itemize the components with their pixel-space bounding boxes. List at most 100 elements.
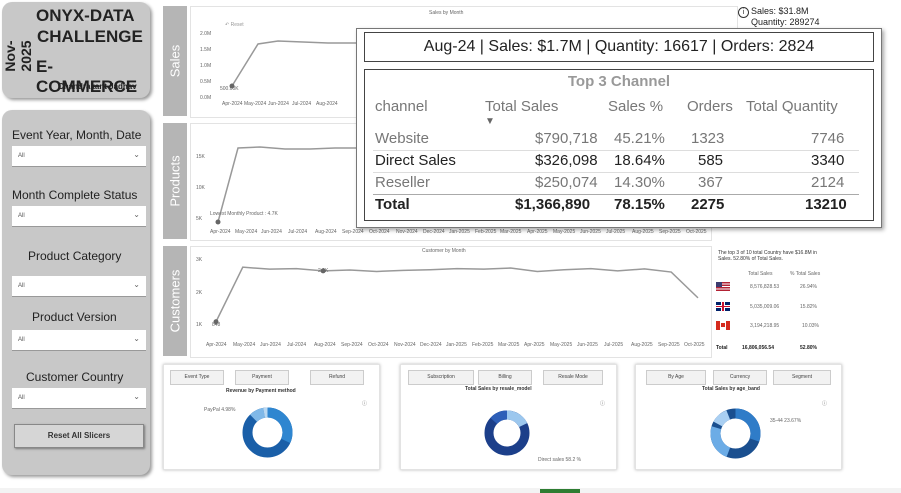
sales-chart-reset[interactable]: ↶ Reset xyxy=(225,22,244,28)
resale-donut-title: Total Sales by resale_model xyxy=(465,386,532,392)
sales-xtick: Jun-2024 xyxy=(268,101,289,107)
customers-chart-title: Customer by Month xyxy=(422,248,466,254)
payment-donut-slice xyxy=(242,407,293,458)
cell-qty: 7746 xyxy=(811,130,845,147)
products-xtick: Dec-2024 xyxy=(423,229,445,235)
chevron-down-icon: ⌄ xyxy=(133,334,140,343)
sales-ytick: 2.0M xyxy=(200,31,212,37)
customers-first-label: 848 xyxy=(212,322,221,328)
customers-line-chart xyxy=(213,266,699,325)
title-line-3: E-COMMERCE xyxy=(36,57,138,96)
tab-payment[interactable]: Payment xyxy=(235,370,289,385)
title-date: Nov-2025 xyxy=(2,40,34,72)
sales-xtick: Jul-2024 xyxy=(292,101,312,107)
country-header-pct: % Total Sales xyxy=(790,271,821,277)
slicer-date[interactable]: All ⌄ xyxy=(12,146,146,167)
resale-donut-label: Direct sales 58.2 % xyxy=(538,457,582,463)
page-indicator[interactable] xyxy=(540,489,580,493)
tab-currency[interactable]: Currency xyxy=(713,370,767,385)
cell-orders: 367 xyxy=(698,174,724,191)
products-xtick: Feb-2025 xyxy=(475,229,497,235)
tab-segment[interactable]: Segment xyxy=(773,370,831,385)
age-donut-slice xyxy=(710,408,761,459)
total-pct: 78.15% xyxy=(614,196,665,213)
customers-xtick: Aug-2024 xyxy=(314,342,336,348)
products-xtick: May-2025 xyxy=(553,229,576,235)
tab-billing[interactable]: Billing xyxy=(478,370,532,385)
us-flag-icon xyxy=(716,282,730,291)
info-icon[interactable]: ⓘ xyxy=(822,401,828,407)
chevron-down-icon: ⌄ xyxy=(133,392,140,401)
customers-xtick: May-2024 xyxy=(233,342,256,348)
products-xtick: Sep-2024 xyxy=(342,229,364,235)
bottom-strip xyxy=(0,488,901,493)
tab-refund[interactable]: Refund xyxy=(310,370,364,385)
products-xtick: Aug-2024 xyxy=(315,229,337,235)
payment-donut xyxy=(242,407,293,458)
payment-donut-title: Revenue by Payment method xyxy=(226,388,296,394)
customers-xtick: Feb-2025 xyxy=(472,342,494,348)
customers-xtick: May-2025 xyxy=(550,342,573,348)
section-label-products: Products xyxy=(163,123,187,239)
tab-by-age[interactable]: By Age xyxy=(646,370,706,385)
sales-line xyxy=(231,40,358,87)
slicer-panel: Event Year, Month, Date All ⌄ Month Compl… xyxy=(2,110,150,475)
products-xtick: Jun-2024 xyxy=(261,229,282,235)
tab-event-type[interactable]: Event Type xyxy=(170,370,224,385)
customers-ytick: 1K xyxy=(196,322,203,328)
products-ytick: 5K xyxy=(196,216,203,222)
slicer-label-month-status: Month Complete Status xyxy=(12,188,138,202)
sales-xtick: Apr-2024 xyxy=(222,101,243,107)
kpi-quantity: Quantity: 289274 xyxy=(751,17,820,27)
info-icon[interactable]: ⓘ xyxy=(362,401,368,407)
sort-desc-icon[interactable]: ▼ xyxy=(485,116,495,127)
customers-xtick: Aug-2025 xyxy=(631,342,653,348)
ca-flag-icon xyxy=(716,321,730,330)
total-sales: $1,366,890 xyxy=(515,196,591,213)
cell-qty: 3340 xyxy=(811,152,845,169)
products-point xyxy=(215,219,221,225)
sales-chart-title: Sales by Month xyxy=(429,10,464,16)
info-icon[interactable]: i xyxy=(738,7,749,18)
customers-xtick: Jul-2024 xyxy=(287,342,307,348)
payment-donut-label: PayPal 4.98% xyxy=(204,407,236,413)
products-xtick: Apr-2024 xyxy=(210,229,231,235)
customers-xtick: Nov-2024 xyxy=(394,342,416,348)
slicer-category[interactable]: All ⌄ xyxy=(12,276,146,297)
customers-xtick: Jul-2025 xyxy=(604,342,624,348)
uk-flag-icon xyxy=(716,302,730,311)
slicer-country[interactable]: All ⌄ xyxy=(12,388,146,409)
products-line xyxy=(217,146,360,223)
slicer-label-version: Product Version xyxy=(32,310,117,324)
customers-xtick: Oct-2024 xyxy=(368,342,389,348)
resale-donut xyxy=(484,410,530,456)
customers-xtick: Dec-2024 xyxy=(420,342,442,348)
products-xtick: Aug-2025 xyxy=(632,229,654,235)
tooltip-table-title: Top 3 Channel xyxy=(567,73,671,90)
country-pct: 15.82% xyxy=(800,304,817,310)
sales-line-chart xyxy=(229,40,358,89)
age-donut-label: 35-44 23.67% xyxy=(770,418,802,424)
customers-peak-label: 2.8K xyxy=(318,268,329,274)
customers-line xyxy=(215,266,699,323)
products-line-chart xyxy=(215,146,360,225)
slicer-month-status[interactable]: All ⌄ xyxy=(12,206,146,227)
sales-ytick: 0.5M xyxy=(200,79,212,85)
customers-xtick: Jan-2025 xyxy=(446,342,467,348)
customers-xtick: Jun-2025 xyxy=(577,342,598,348)
country-total-pct: 52.80% xyxy=(800,345,817,351)
sales-ytick: 0.0M xyxy=(200,95,212,101)
age-donut-slice xyxy=(710,408,761,459)
slicer-version[interactable]: All ⌄ xyxy=(12,330,146,351)
tab-resale-mode[interactable]: Resale Mode xyxy=(543,370,603,385)
cell-sales: $326,098 xyxy=(535,152,598,169)
products-xtick: Jul-2024 xyxy=(288,229,308,235)
slicer-label-country: Customer Country xyxy=(26,370,124,384)
info-icon[interactable]: ⓘ xyxy=(600,401,606,407)
customers-ytick: 2K xyxy=(196,290,203,296)
tab-subscription[interactable]: Subscription xyxy=(408,370,474,385)
sales-ytick: 1.0M xyxy=(200,63,212,69)
customers-ytick: 3K xyxy=(196,257,203,263)
reset-slicers-button[interactable]: Reset All Slicers xyxy=(14,424,144,448)
country-total-label: Total xyxy=(716,345,728,351)
